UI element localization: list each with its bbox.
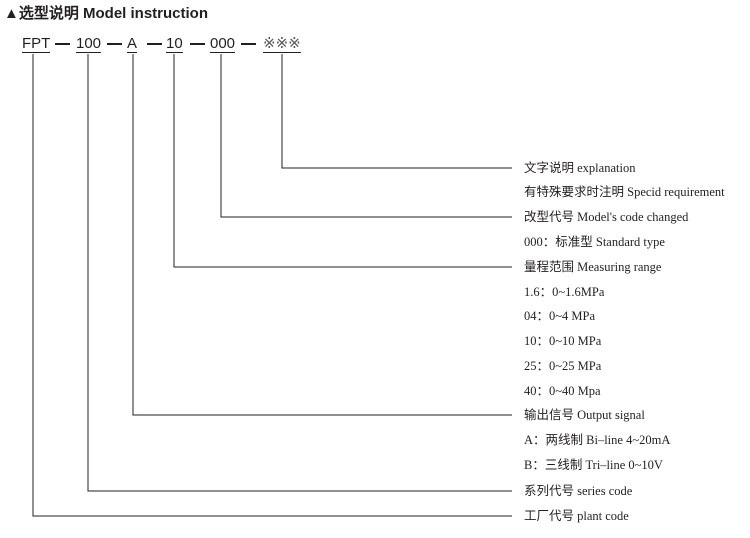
leader-range [173, 54, 512, 268]
code-dash [55, 43, 70, 45]
code-dash [241, 43, 256, 45]
code-series: 100 [76, 35, 102, 53]
title: ▲选型说明 Model instruction [4, 5, 209, 22]
leader-series [87, 54, 512, 492]
label-item: 1.6：0~1.6MPa [524, 285, 605, 299]
label-item: 输出信号 Output signal [524, 408, 645, 422]
label-item: 量程范围 Measuring range [524, 260, 662, 274]
label-item: 000：标准型 Standard type [524, 235, 665, 249]
label-item: 系列代号 series code [524, 484, 633, 498]
code-output: A [127, 35, 138, 53]
label-item: 40：0~40 Mpa [524, 384, 601, 398]
label-item: 文字说明 explanation [524, 161, 636, 175]
leader-output [132, 54, 512, 416]
code-dash [107, 43, 122, 45]
code-range: 10 [166, 35, 183, 53]
code-special: ※※※ [263, 35, 301, 53]
label-item: 04：0~4 MPa [524, 309, 596, 323]
label-item: 10：0~10 MPa [524, 334, 602, 348]
label-item: 有特殊要求时注明 Specid requirement [524, 185, 725, 199]
label-item: 工厂代号 plant code [524, 509, 629, 523]
label-item: A：两线制 Bi–line 4~20mA [524, 433, 671, 447]
label-item: 25：0~25 MPa [524, 359, 602, 373]
code-plant: FPT [22, 35, 51, 53]
code-dash [190, 43, 205, 45]
leader-model [220, 54, 512, 218]
leader-special [281, 54, 512, 169]
label-item: B：三线制 Tri–line 0~10V [524, 458, 663, 472]
code-dash [147, 43, 162, 45]
leader-plant [32, 54, 512, 517]
code-model: 000 [210, 35, 236, 53]
label-item: 改型代号 Model's code changed [524, 210, 689, 224]
